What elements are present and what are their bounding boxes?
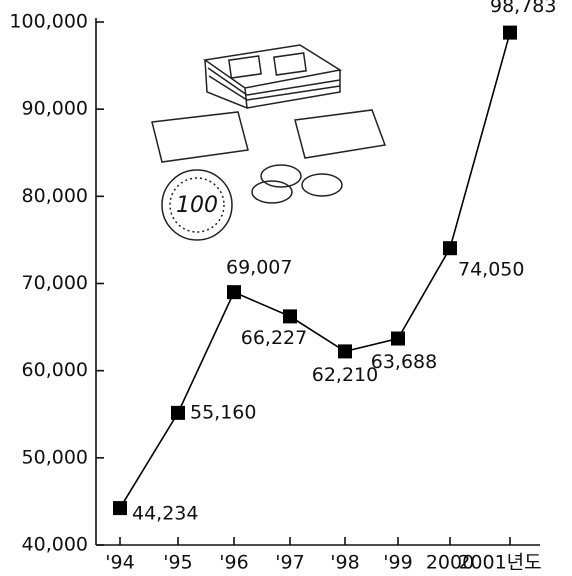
data-label: 44,234 — [132, 503, 198, 525]
y-tick-label: 40,000 — [22, 534, 88, 556]
y-tick-label: 70,000 — [22, 272, 88, 294]
marker — [503, 25, 517, 40]
x-tick-label: '95 — [163, 552, 192, 574]
marker — [443, 241, 457, 256]
x-tick-label: 2001년도 — [458, 552, 541, 574]
money-illustration: 100 — [151, 44, 387, 241]
marker — [171, 405, 185, 420]
coin-text: 100 — [176, 193, 218, 218]
data-label: 62,210 — [312, 364, 378, 386]
x-tick-label: 2000 — [426, 552, 474, 574]
x-tick-label: '96 — [219, 552, 248, 574]
marker — [391, 331, 405, 346]
data-label: 98,783 — [490, 0, 556, 17]
marker — [227, 285, 241, 300]
x-tick-label: '99 — [383, 552, 412, 574]
data-label: 66,227 — [241, 327, 307, 349]
data-label: 55,160 — [190, 401, 256, 423]
y-tick-label: 50,000 — [22, 446, 88, 468]
x-tick-label: '94 — [105, 552, 134, 574]
data-label: 69,007 — [226, 257, 292, 279]
x-tick-label: '97 — [275, 552, 304, 574]
data-label: 74,050 — [458, 259, 524, 281]
line — [119, 32, 511, 509]
y-tick-label: 100,000 — [9, 11, 88, 33]
y-tick-label: 90,000 — [22, 98, 88, 120]
marker — [338, 344, 352, 359]
marker — [283, 309, 297, 324]
y-tick-label: 60,000 — [22, 359, 88, 381]
x-tick-label: '98 — [330, 552, 359, 574]
marker — [113, 501, 127, 516]
y-tick-label: 80,000 — [22, 185, 88, 207]
data-label: 63,688 — [371, 351, 437, 373]
